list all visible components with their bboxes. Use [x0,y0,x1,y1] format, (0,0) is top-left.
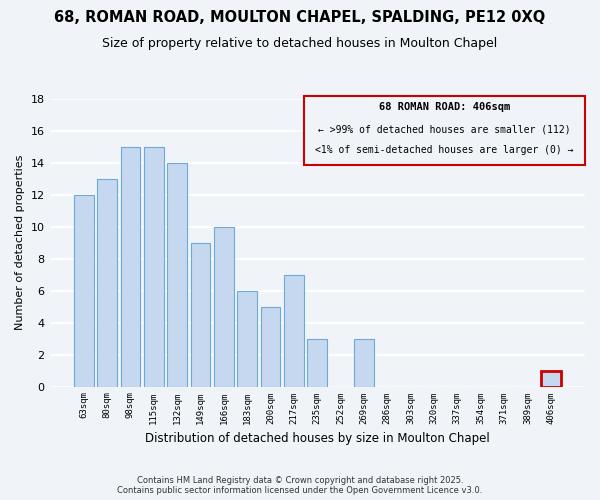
Text: 68 ROMAN ROAD: 406sqm: 68 ROMAN ROAD: 406sqm [379,102,510,112]
Bar [284,274,304,386]
Bar [214,227,234,386]
Text: ← >99% of detached houses are smaller (112): ← >99% of detached houses are smaller (1… [318,125,571,135]
Bar [167,163,187,386]
Text: 68, ROMAN ROAD, MOULTON CHAPEL, SPALDING, PE12 0XQ: 68, ROMAN ROAD, MOULTON CHAPEL, SPALDING… [55,10,545,25]
FancyBboxPatch shape [304,96,585,165]
Bar [74,195,94,386]
X-axis label: Distribution of detached houses by size in Moulton Chapel: Distribution of detached houses by size … [145,432,490,445]
Bar [354,338,374,386]
Bar [144,147,164,386]
Text: Size of property relative to detached houses in Moulton Chapel: Size of property relative to detached ho… [103,38,497,51]
Y-axis label: Number of detached properties: Number of detached properties [15,155,25,330]
Bar [97,179,117,386]
Bar [260,306,280,386]
Bar [307,338,327,386]
Bar [541,370,560,386]
Bar [121,147,140,386]
Bar [191,243,211,386]
Text: <1% of semi-detached houses are larger (0) →: <1% of semi-detached houses are larger (… [315,145,574,155]
Bar [238,290,257,386]
Text: Contains HM Land Registry data © Crown copyright and database right 2025.
Contai: Contains HM Land Registry data © Crown c… [118,476,482,495]
